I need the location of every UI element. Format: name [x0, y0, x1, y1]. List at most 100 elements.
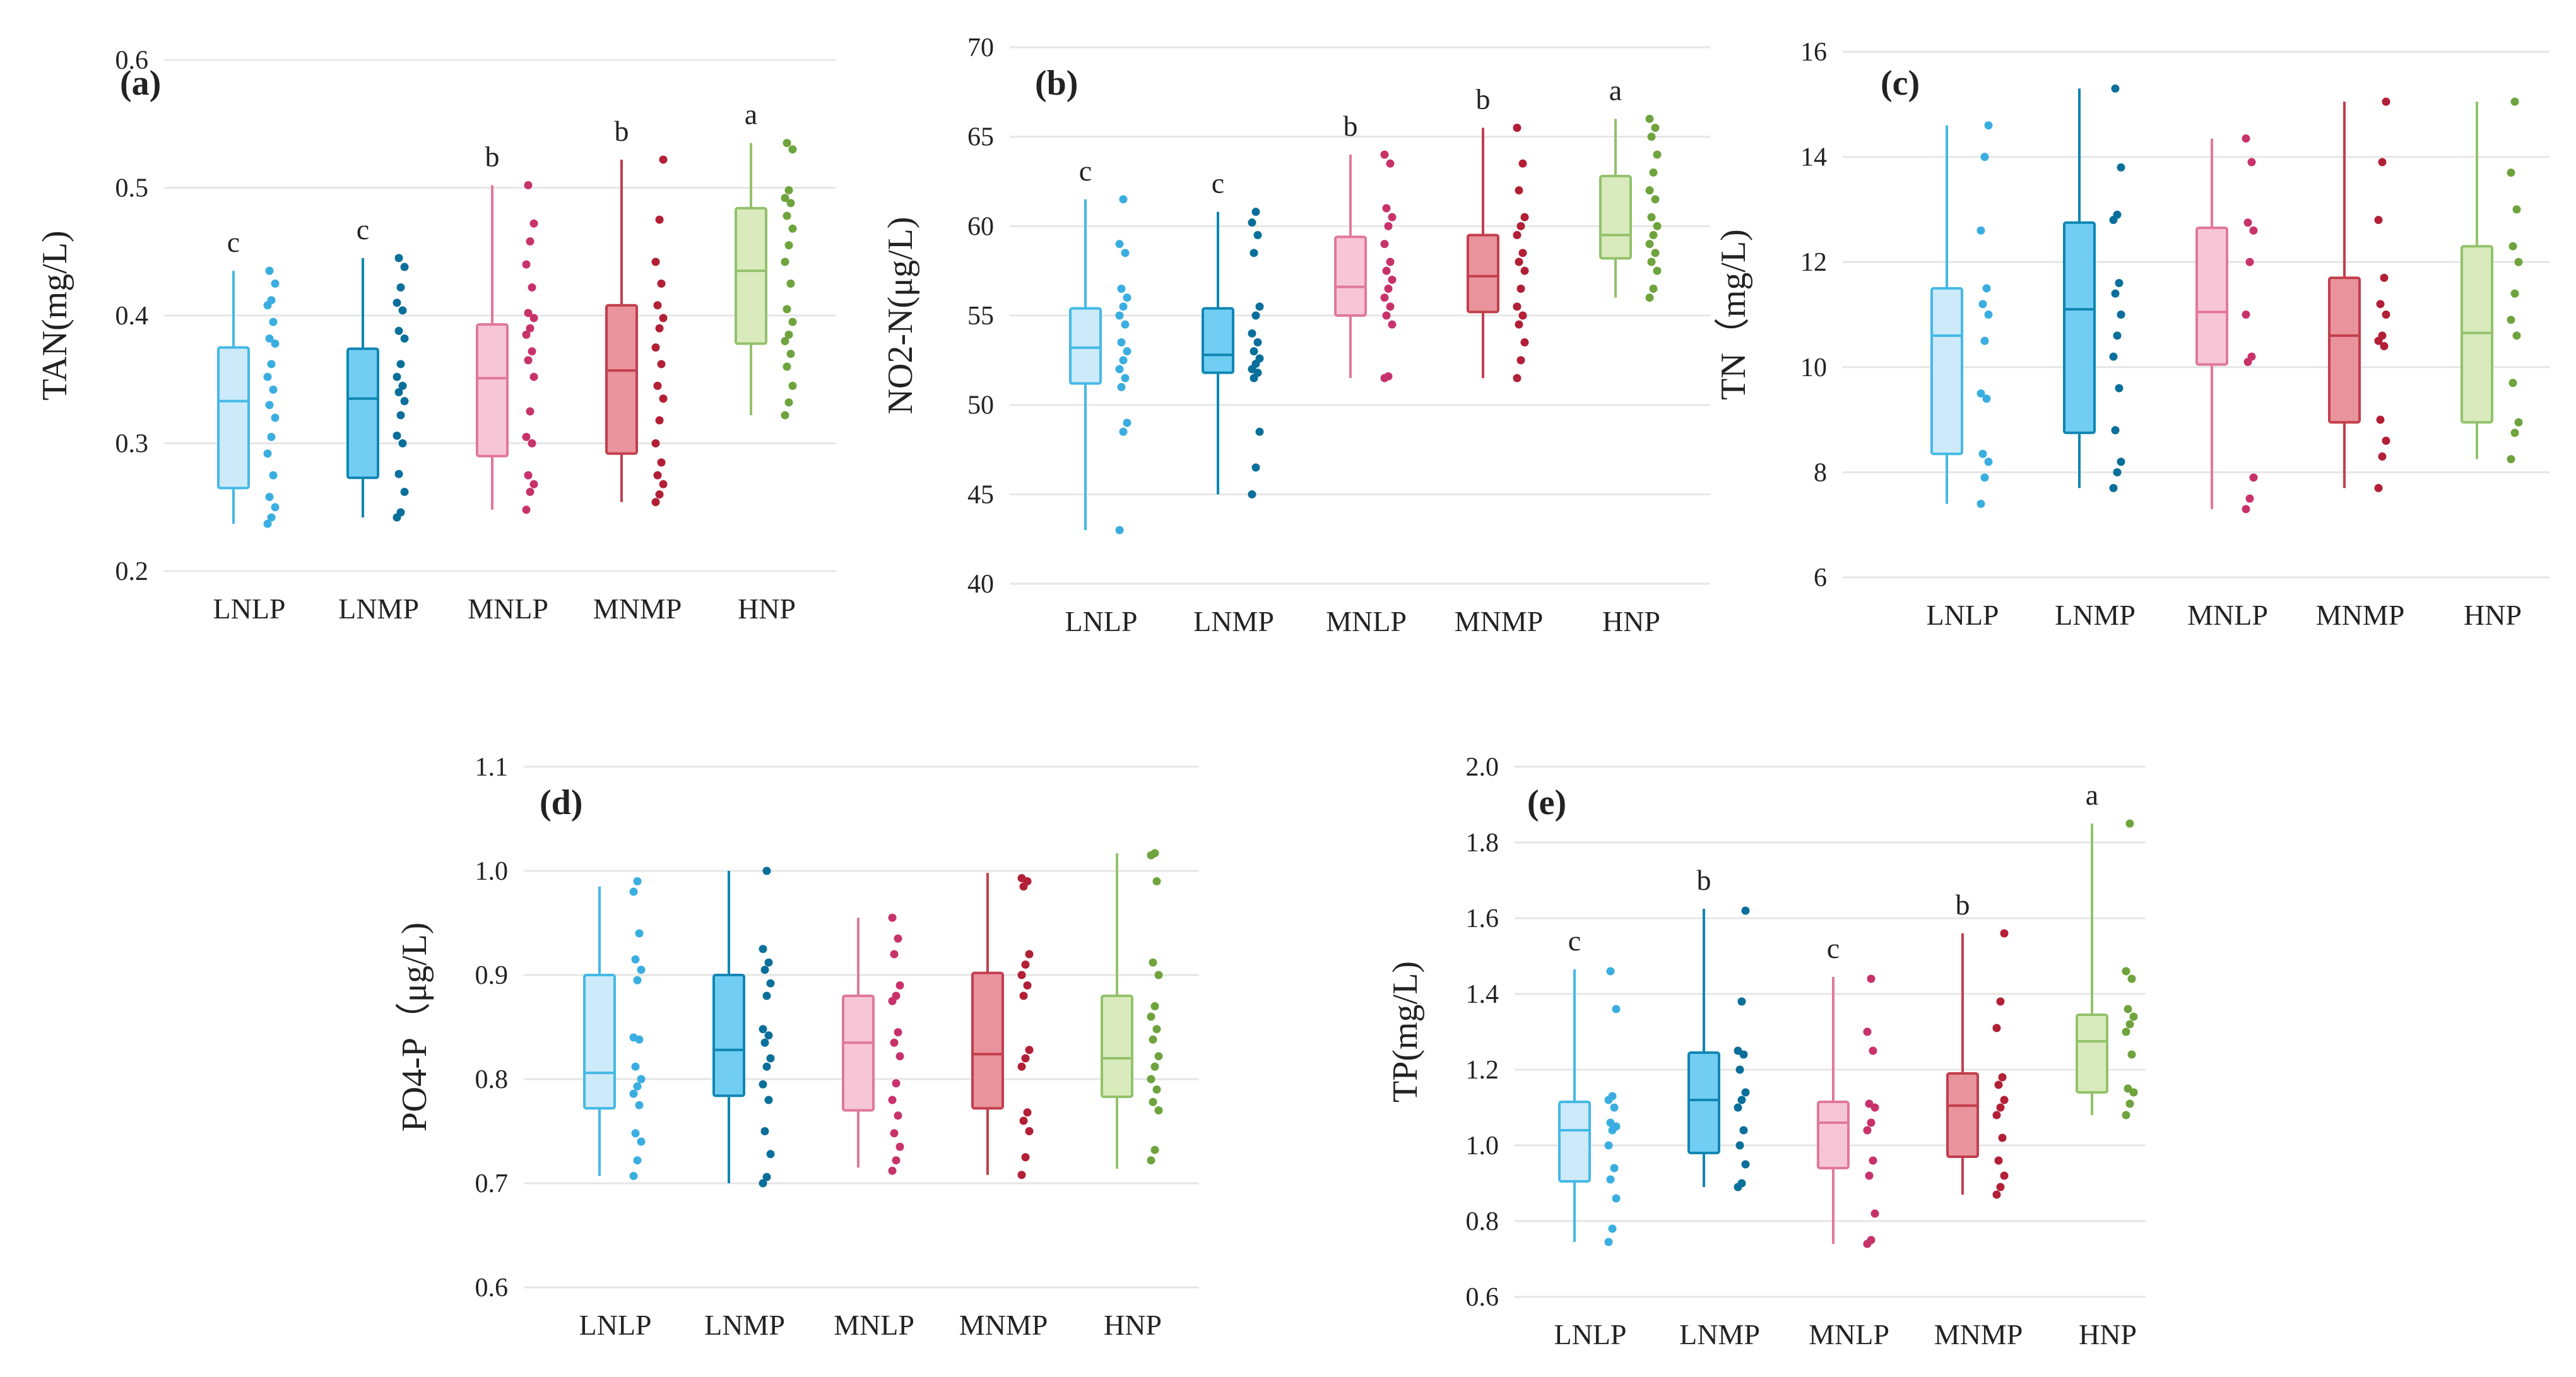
data-point [888, 1166, 897, 1175]
data-point [1123, 293, 1131, 302]
panel-label: (c) [1881, 64, 1920, 103]
data-point [1651, 249, 1660, 257]
data-point [1023, 981, 1032, 990]
box [1599, 175, 1632, 260]
data-point [1612, 1005, 1621, 1014]
x-category-label: LNLP [1927, 599, 1999, 631]
data-point [1980, 153, 1989, 162]
data-point [781, 194, 789, 203]
data-point [759, 1025, 767, 1034]
data-point [657, 458, 666, 467]
data-point [1021, 960, 1030, 969]
x-category-label: MNLP [1809, 1318, 1889, 1350]
data-point [1980, 336, 1989, 345]
data-point [393, 372, 401, 381]
data-point [659, 394, 668, 403]
data-point [1025, 1046, 1034, 1055]
y-tick-label: 1.6 [1466, 904, 1499, 933]
data-point [2113, 331, 2122, 340]
data-point [1513, 302, 1521, 311]
y-tick-label: 0.8 [475, 1065, 509, 1094]
y-tick-label: 0.2 [115, 557, 149, 586]
chart-panel-b: 40 45 50 55 60 65 70 NO2-N(μg/L) (b) LNLP c LNMP c MN… [881, 33, 1710, 637]
data-point [629, 887, 638, 896]
data-point [2000, 1171, 2009, 1180]
data-point [400, 334, 409, 343]
data-point [1870, 1209, 1879, 1218]
data-point [890, 1129, 899, 1138]
data-point [764, 1031, 773, 1040]
data-point [400, 263, 409, 271]
data-point [655, 416, 664, 425]
data-point [526, 407, 535, 416]
data-point [783, 305, 791, 314]
data-point [265, 401, 274, 410]
data-point [2508, 379, 2517, 387]
data-point [1653, 266, 1662, 275]
data-point [2115, 279, 2124, 288]
data-point [1149, 1097, 1157, 1106]
data-point [2378, 331, 2387, 340]
data-point [522, 505, 531, 514]
data-point [1737, 1179, 1746, 1188]
data-point [1386, 257, 1395, 266]
data-point [1869, 1156, 1877, 1165]
y-tick-label: 70 [967, 33, 994, 62]
data-point [1150, 1145, 1159, 1154]
data-point [637, 966, 646, 974]
data-point [629, 1171, 638, 1180]
data-point [894, 1028, 902, 1037]
y-tick-label: 0.8 [1466, 1207, 1499, 1236]
data-point [2382, 310, 2390, 319]
box [1558, 1101, 1591, 1183]
data-point [2512, 205, 2521, 214]
x-category-label: MNLP [2187, 599, 2268, 631]
data-point [1019, 1116, 1028, 1125]
data-point [1513, 124, 1521, 132]
data-point [2242, 505, 2250, 514]
box [217, 346, 250, 490]
data-point [1386, 302, 1395, 311]
data-point [1250, 347, 1258, 356]
data-point [1734, 1046, 1742, 1055]
data-point [1382, 204, 1391, 213]
box [971, 971, 1004, 1110]
data-point [1382, 266, 1391, 275]
data-point [526, 324, 535, 333]
data-point [1147, 1012, 1155, 1021]
y-tick-label: 0.3 [115, 430, 149, 459]
data-point [1115, 311, 1124, 320]
data-point [2378, 158, 2387, 167]
data-point [653, 301, 662, 310]
data-point [762, 866, 771, 875]
data-point [267, 513, 276, 522]
data-point [263, 372, 272, 381]
x-category-label: MNMP [2316, 599, 2405, 631]
data-point [1741, 1160, 1750, 1169]
x-category-label: LNMP [704, 1309, 785, 1341]
data-point [1121, 374, 1130, 382]
x-category-label: MNLP [834, 1309, 914, 1341]
y-tick-label: 45 [967, 480, 994, 509]
data-point [1984, 458, 1993, 466]
data-point [759, 1080, 767, 1089]
data-point [637, 1075, 646, 1084]
data-point [396, 508, 405, 517]
data-point [1739, 1126, 1748, 1135]
data-point [1518, 311, 1527, 320]
data-point [1147, 1156, 1155, 1165]
data-point [1380, 293, 1389, 302]
data-point [784, 398, 793, 407]
data-point [1117, 338, 1126, 346]
y-axis-label: NO2-N(μg/L) [881, 216, 920, 414]
data-point [1651, 195, 1660, 204]
data-point [657, 279, 666, 288]
data-point [895, 1052, 904, 1061]
box [1069, 307, 1102, 385]
data-point [1863, 1027, 1872, 1036]
data-point [1980, 473, 1989, 482]
data-point [1515, 186, 1523, 195]
data-point [1610, 1103, 1619, 1112]
data-point [2510, 428, 2519, 437]
data-point [269, 317, 278, 326]
